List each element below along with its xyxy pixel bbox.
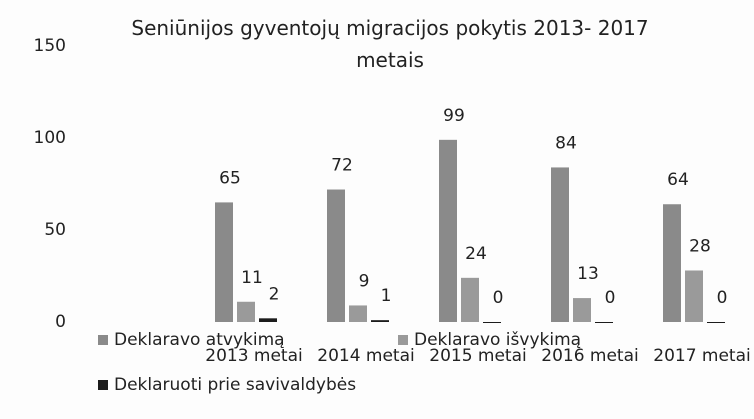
- legend-label: Deklaruoti prie savivaldybės: [114, 375, 356, 395]
- bar: [461, 277, 479, 322]
- bar: [349, 305, 367, 322]
- x-tick-label: 2015 metai: [429, 346, 527, 366]
- y-tick-label: 100: [34, 128, 66, 148]
- bar: [685, 270, 703, 322]
- data-label: 99: [443, 106, 465, 126]
- y-tick-label: 50: [44, 220, 66, 240]
- bar: [707, 322, 725, 323]
- bar: [259, 318, 277, 322]
- legend-label: Deklaravo atvykimą: [114, 330, 285, 350]
- data-label: 84: [555, 133, 577, 153]
- bar: [551, 167, 569, 322]
- legend-swatch: [98, 380, 108, 390]
- bar: [573, 298, 591, 322]
- data-label: 9: [359, 271, 370, 291]
- legend-swatch: [398, 335, 408, 345]
- data-label: 0: [493, 288, 504, 308]
- bar: [327, 189, 345, 322]
- x-tick-label: 2016 metai: [541, 346, 639, 366]
- data-label: 0: [717, 288, 728, 308]
- data-label: 64: [667, 170, 689, 190]
- data-label: 24: [465, 244, 487, 264]
- data-label: 11: [241, 268, 263, 288]
- data-label: 13: [577, 264, 599, 284]
- chart-title: Seniūnijos gyventojų migracijos pokytis …: [131, 16, 649, 72]
- bar: [595, 322, 613, 323]
- x-tick-label: 2013 metai: [205, 346, 303, 366]
- bar: [663, 204, 681, 322]
- data-label: 28: [689, 236, 711, 256]
- data-label: 2: [269, 284, 280, 304]
- legend-swatch: [98, 335, 108, 345]
- bar: [237, 301, 255, 322]
- data-label: 65: [219, 168, 241, 188]
- data-label: 72: [331, 156, 353, 176]
- data-label: 0: [605, 288, 616, 308]
- bar: [371, 320, 389, 322]
- x-tick-label: 2014 metai: [317, 346, 415, 366]
- y-tick-label: 150: [34, 36, 66, 56]
- data-label: 1: [381, 286, 392, 306]
- bar: [439, 139, 457, 322]
- x-tick-label: 2017 metai: [653, 346, 751, 366]
- bar: [215, 202, 233, 322]
- legend-label: Deklaravo išvykimą: [414, 330, 581, 350]
- bar: [483, 322, 501, 323]
- y-tick-label: 0: [55, 312, 66, 332]
